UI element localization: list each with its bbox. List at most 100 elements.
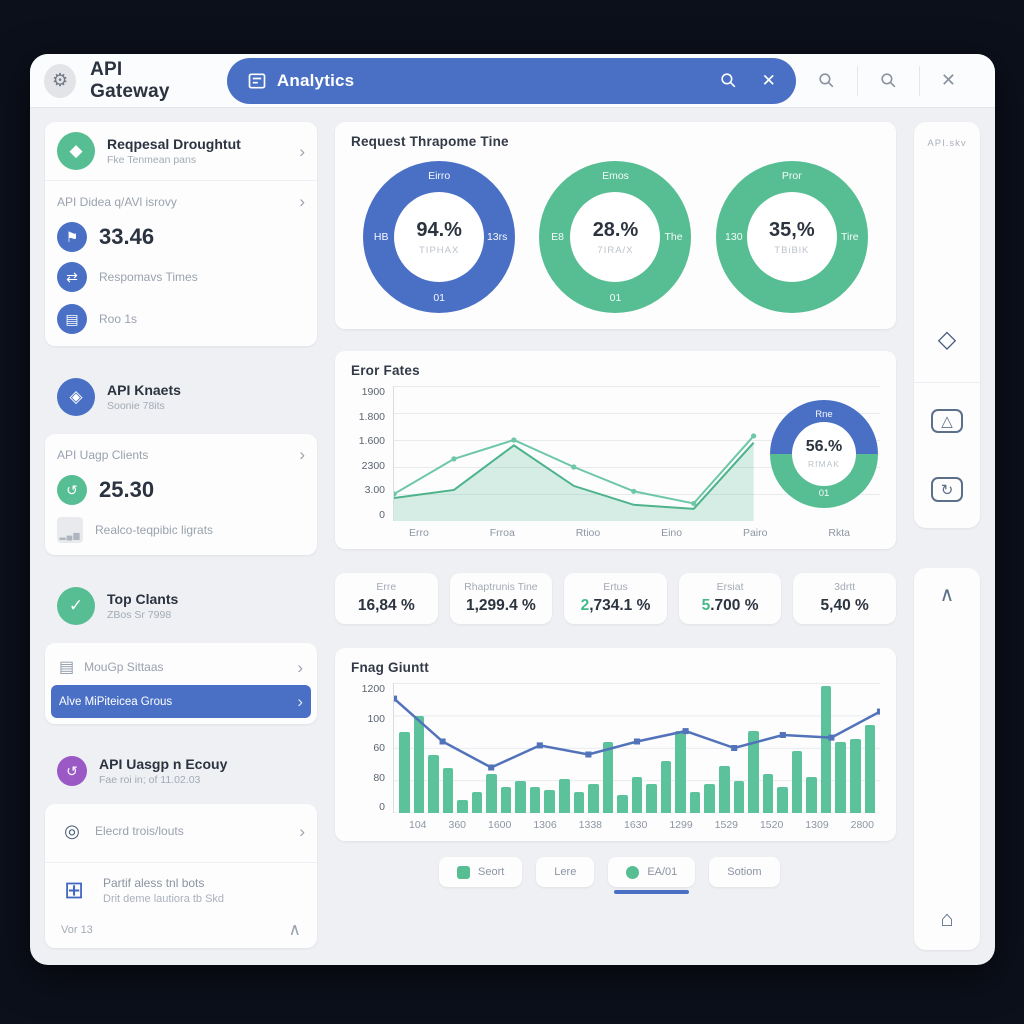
sidebar: ◆ Reqpesal Droughtut Fke Tenmean pans › … (45, 122, 317, 950)
usage-section: ↺ API Uasgp n Ecouy Fae roi in; of 11.02… (45, 750, 317, 792)
home-button[interactable]: ⌂ (940, 906, 954, 931)
y-tick-label: 100 (367, 712, 385, 725)
donut-label-top: Rne (815, 408, 833, 420)
close-icon[interactable]: ✕ (761, 71, 776, 90)
bar (500, 787, 512, 813)
search-icon[interactable] (719, 71, 738, 90)
bar-x-axis: 104 360 1600 1306 1338 1630 1299 1529 1520 1309 28… (351, 813, 880, 831)
donut-label-right: The (664, 231, 683, 243)
error-rates-card: Eror Fates 1900 1.800 1.600 2300 3.00 0 Rne 0… (335, 351, 896, 549)
search-button[interactable] (796, 66, 857, 96)
legend-button-4[interactable]: Sotiom (709, 857, 780, 887)
stats-header-row[interactable]: API Didea q/AVl isrovy › (57, 191, 305, 218)
x-tick-label: 2800 (850, 819, 874, 831)
stat-label: Ertus (603, 581, 628, 593)
close-icon: ✕ (940, 70, 956, 90)
error-plot: Rne 01 56.% RfMAK (393, 386, 880, 521)
stat-label: Rhaptrunis Tine (464, 581, 538, 593)
bar (719, 766, 730, 813)
donut-label-left: HB (373, 231, 389, 243)
api-keys-section: ◈ API Knaets Soonie 78its (45, 372, 317, 422)
green-square-icon (457, 865, 470, 879)
stat-label: 3drtt (834, 581, 856, 593)
close-window-button[interactable]: ✕ (918, 65, 977, 96)
legend-button-selected[interactable]: EA/01 (608, 857, 696, 894)
legend-label: Seort (478, 866, 505, 878)
main-content: Request Thrapome Tine Eirro HB 13rs 01 9… (335, 122, 896, 950)
stat-label: Ersiat (716, 581, 744, 593)
response-time-card: Request Thrapome Tine Eirro HB 13rs 01 9… (335, 122, 896, 329)
endpoints-detail-row: ⊞ Partif aless tnl bots Drit deme lautio… (57, 873, 305, 907)
legend-button-sort[interactable]: Seort (439, 857, 523, 887)
endpoints-footer-row[interactable]: Vor 13 ∧ (57, 921, 305, 938)
file-label: API.skv (927, 138, 967, 149)
y-tick-label: 60 (373, 742, 385, 754)
stat-card: Erre 16,84 % (335, 573, 438, 624)
y-tick-label: 1900 (361, 386, 385, 398)
refresh-tool-button[interactable]: ↻ (931, 477, 963, 502)
stat-card: Rhaptrunis Tine 1,299.4 % (449, 573, 553, 624)
bar (835, 741, 846, 813)
x-tick-label: Rkta (828, 527, 850, 539)
donut-label-top: Emos (602, 170, 629, 182)
donut-value: 35,% (769, 218, 815, 241)
header: ⚙ API Gateway Analytics ✕ (30, 54, 995, 108)
chevron-right-icon: › (299, 821, 305, 841)
response-donut-1: Eirro HB 13rs 01 94.% TIPHAX (363, 161, 516, 313)
stat-cards-row: Erre 16,84 % Rhaptrunis Tine 1,299.4 % E… (335, 573, 896, 624)
legend-row: Seort Lere EA/01 Sotiom (439, 857, 896, 894)
bar (820, 685, 832, 813)
flag-chart-card: Fnag Giuntt 1200 100 60 80 0 104 360 1600 1306 1… (335, 648, 896, 841)
stat-label: Roo 1s (99, 312, 138, 326)
search-icon (819, 73, 834, 88)
donut-label-bottom: 01 (818, 487, 830, 499)
y-tick-label: 1.800 (358, 410, 385, 423)
throughput-header-row[interactable]: ◆ Reqpesal Droughtut Fke Tenmean pans › (57, 132, 305, 170)
check-icon: ✓ (57, 587, 95, 625)
selected-underline (614, 890, 690, 894)
donut-sub: TIPHAX (419, 244, 460, 256)
section-title: API Uasgp n Ecouy (99, 756, 228, 772)
triangle-tool-button[interactable]: △ (931, 408, 963, 434)
stat-card: Ersiat 5.700 % (678, 573, 782, 624)
search-button-2[interactable] (856, 65, 919, 96)
response-card-title: Request Thrapome Tine (351, 134, 509, 149)
y-tick-label: 2300 (361, 459, 385, 472)
legend-label: Sotiom (727, 866, 762, 878)
menu-item-selected[interactable]: Alve MiPiteicea Grous › (51, 685, 311, 718)
bar (442, 767, 454, 813)
arrows-icon: ⇄ (57, 262, 87, 292)
error-x-axis: Erro Frroa Rtioo Eino Pairo Rkta (351, 521, 880, 539)
bar (791, 750, 803, 813)
bar (428, 754, 439, 813)
diamond-icon[interactable]: ◇ (937, 326, 957, 353)
donut-sub: RfMAK (808, 459, 840, 469)
x-tick-label: Eino (661, 527, 683, 539)
top-clients-section: ✓ Top Clants ZBos Sr 7998 (45, 581, 317, 631)
bar (762, 774, 774, 813)
scroll-up-button[interactable]: ∧ (939, 584, 955, 606)
legend-label: Lere (554, 866, 577, 878)
endpoints-header-row[interactable]: ◎ Elecrd trois/louts › (57, 814, 305, 852)
section-title: Top Clants (107, 591, 179, 607)
chevron-right-icon: › (299, 141, 305, 161)
clients-header-row[interactable]: API Uagp Clients › (57, 444, 305, 471)
bar (646, 784, 657, 813)
x-tick-label: Rtioo (575, 527, 601, 539)
bar (704, 784, 716, 813)
bar (544, 789, 556, 813)
endpoints-header: Elecrd trois/louts (95, 824, 184, 838)
bar (588, 784, 599, 813)
bar-plot (393, 683, 880, 813)
response-donut-2: Emos E8 The 01 28.% 7IRA/X (539, 161, 692, 313)
menu-item-settings[interactable]: ▤ MouGp Sittaas › (51, 649, 311, 685)
network-icon: ◆ (57, 132, 95, 170)
legend-button-2[interactable]: Lere (536, 857, 595, 887)
header-actions: ✕ (796, 65, 977, 96)
throughput-title: Reqpesal Droughtut (107, 136, 241, 152)
nav-tab-analytics[interactable]: Analytics ✕ (226, 57, 796, 104)
bar (617, 794, 628, 813)
x-tick-label: 104 (409, 819, 427, 831)
error-rates-title: Eror Fates (351, 363, 420, 378)
stat-row: ▤ Roo 1s (57, 298, 305, 336)
